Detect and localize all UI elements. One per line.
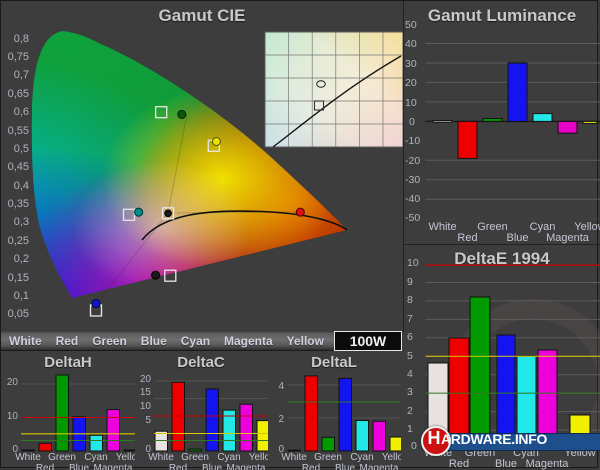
- svg-text:Blue: Blue: [506, 232, 528, 244]
- svg-text:Blue: Blue: [69, 463, 89, 470]
- svg-text:Blue: Blue: [495, 458, 517, 470]
- svg-text:Yellow: Yellow: [574, 221, 600, 233]
- svg-text:Red: Red: [302, 463, 320, 470]
- svg-text:White: White: [281, 452, 307, 463]
- svg-text:Magenta: Magenta: [526, 458, 570, 470]
- svg-text:Blue: Blue: [202, 463, 222, 470]
- svg-text:Magenta: Magenta: [227, 463, 266, 470]
- svg-text:Green: Green: [181, 452, 209, 463]
- svg-text:Green: Green: [314, 452, 342, 463]
- svg-text:Red: Red: [36, 463, 54, 470]
- svg-text:Green: Green: [48, 452, 76, 463]
- svg-text:Magenta: Magenta: [546, 232, 590, 244]
- svg-text:Red: Red: [169, 463, 187, 470]
- svg-text:Green: Green: [477, 221, 508, 233]
- svg-text:Blue: Blue: [335, 463, 355, 470]
- svg-text:Cyan: Cyan: [217, 452, 240, 463]
- svg-text:White: White: [148, 452, 174, 463]
- svg-text:Cyan: Cyan: [84, 452, 107, 463]
- svg-text:Yellow: Yellow: [249, 452, 268, 463]
- svg-text:Red: Red: [457, 232, 477, 244]
- svg-text:White: White: [15, 452, 41, 463]
- svg-text:Red: Red: [449, 458, 469, 470]
- svg-text:Cyan: Cyan: [350, 452, 373, 463]
- svg-text:Magenta: Magenta: [94, 463, 133, 470]
- svg-text:Yellow: Yellow: [382, 452, 401, 463]
- svg-text:Yellow: Yellow: [116, 452, 135, 463]
- svg-text:Magenta: Magenta: [360, 463, 399, 470]
- svg-text:White: White: [428, 221, 456, 233]
